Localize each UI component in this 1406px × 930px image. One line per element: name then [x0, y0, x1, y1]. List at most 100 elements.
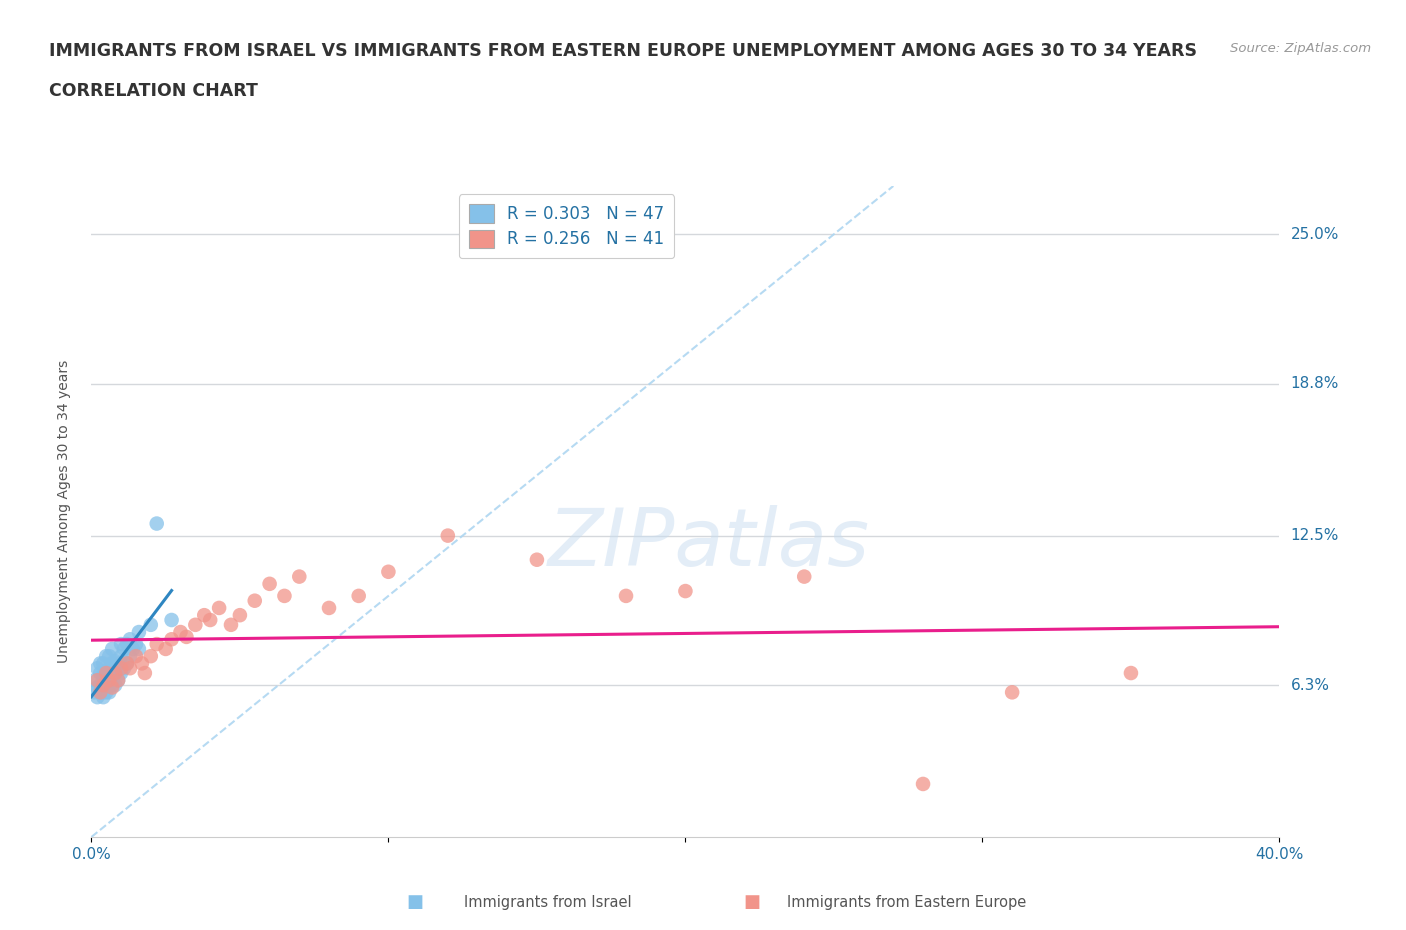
Point [107, 672, 129, 687]
Text: Immigrants from Eastern Europe: Immigrants from Eastern Europe [787, 895, 1026, 910]
Point [911, 777, 934, 791]
Point [107, 656, 129, 671]
Point [101, 656, 124, 671]
Text: CORRELATION CHART: CORRELATION CHART [49, 82, 259, 100]
Point [101, 678, 124, 693]
Point [125, 649, 148, 664]
Point [112, 642, 135, 657]
Point [118, 631, 141, 646]
Point [104, 654, 127, 669]
Point [96, 678, 118, 693]
Point [184, 618, 207, 632]
Point [112, 661, 135, 676]
Point [83, 684, 105, 699]
Point [259, 577, 281, 591]
Point [89, 684, 111, 699]
Point [193, 607, 215, 622]
Text: ■: ■ [406, 893, 423, 911]
Y-axis label: Unemployment Among Ages 30 to 34 years: Unemployment Among Ages 30 to 34 years [56, 360, 70, 663]
Point [110, 666, 132, 681]
Point [115, 656, 138, 671]
Point [83, 672, 105, 687]
Text: Immigrants from Israel: Immigrants from Israel [464, 895, 631, 910]
Text: ■: ■ [744, 893, 761, 911]
Text: IMMIGRANTS FROM ISRAEL VS IMMIGRANTS FROM EASTERN EUROPE UNEMPLOYMENT AMONG AGES: IMMIGRANTS FROM ISRAEL VS IMMIGRANTS FRO… [49, 42, 1198, 60]
Point [89, 678, 111, 693]
Point [128, 625, 150, 640]
Point [1119, 666, 1142, 681]
Point [101, 642, 124, 657]
Point [318, 601, 340, 616]
Point [155, 642, 177, 657]
Point [104, 666, 127, 681]
Text: ZIPatlas: ZIPatlas [548, 505, 870, 583]
Point [98, 661, 121, 676]
Point [98, 672, 121, 687]
Point [160, 631, 183, 646]
Point [98, 672, 121, 687]
Point [288, 569, 311, 584]
Point [169, 625, 191, 640]
Point [91, 678, 114, 693]
Point [86, 661, 108, 676]
Point [98, 684, 121, 699]
Point [89, 656, 111, 671]
Point [145, 637, 167, 652]
Point [110, 661, 132, 676]
Point [134, 666, 156, 681]
Point [1001, 684, 1024, 699]
Point [101, 680, 124, 695]
Point [91, 668, 114, 683]
Point [176, 630, 198, 644]
Point [86, 680, 108, 695]
Text: 18.8%: 18.8% [1291, 377, 1339, 392]
Point [347, 589, 370, 604]
Point [96, 666, 118, 681]
Point [107, 672, 129, 687]
Point [91, 690, 114, 705]
Point [118, 661, 141, 676]
Point [145, 516, 167, 531]
Point [118, 649, 141, 664]
Point [101, 666, 124, 681]
Point [104, 678, 127, 693]
Point [91, 656, 114, 671]
Point [122, 642, 145, 657]
Point [110, 637, 132, 652]
Point [115, 637, 138, 652]
Point [91, 678, 114, 693]
Point [139, 649, 162, 664]
Point [89, 684, 111, 699]
Point [131, 656, 153, 671]
Point [793, 569, 815, 584]
Point [125, 637, 148, 652]
Point [200, 613, 222, 628]
Point [273, 589, 295, 604]
Point [104, 666, 127, 681]
Point [115, 656, 138, 671]
Point [208, 601, 231, 616]
Text: 12.5%: 12.5% [1291, 528, 1339, 543]
Point [219, 618, 242, 632]
Point [229, 607, 252, 622]
Point [110, 649, 132, 664]
Point [436, 528, 458, 543]
Point [377, 565, 399, 579]
Point [526, 552, 548, 567]
Point [673, 584, 696, 599]
Point [89, 666, 111, 681]
Point [98, 649, 121, 664]
Point [86, 672, 108, 687]
Point [96, 684, 118, 699]
Point [243, 593, 266, 608]
Point [160, 613, 183, 628]
Text: 25.0%: 25.0% [1291, 227, 1339, 242]
Text: 6.3%: 6.3% [1291, 678, 1330, 693]
Point [91, 684, 114, 699]
Legend: R = 0.303   N = 47, R = 0.256   N = 41: R = 0.303 N = 47, R = 0.256 N = 41 [458, 194, 675, 259]
Point [139, 618, 162, 632]
Point [86, 690, 108, 705]
Text: Source: ZipAtlas.com: Source: ZipAtlas.com [1230, 42, 1371, 55]
Point [96, 666, 118, 681]
Point [128, 642, 150, 657]
